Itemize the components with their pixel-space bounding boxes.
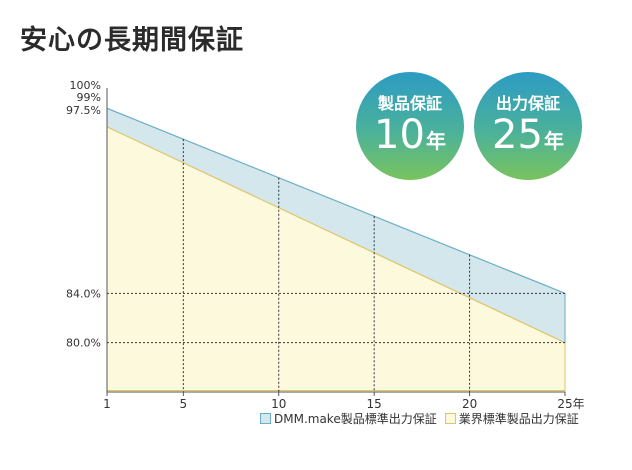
x-tick-label-20: 20: [462, 397, 477, 411]
x-tick-label-10: 10: [271, 397, 286, 411]
output-warranty-unit: 年: [543, 129, 564, 153]
y-tick-label-84: 84.0%: [66, 287, 101, 300]
product-warranty-value: 10: [374, 112, 425, 158]
y-tick-label-97-5: 97.5%: [66, 104, 101, 117]
output-warranty-badge: 出力保証 25年: [474, 72, 582, 180]
product-warranty-value-wrap: 10年: [356, 110, 464, 166]
x-tick-label-25: 25年: [557, 397, 584, 411]
output-warranty-value: 25: [492, 112, 543, 158]
series-line-industry: [106, 126, 566, 344]
legend-swatch-industry: [444, 413, 456, 424]
legend-label-dmm: DMM.make製品標準出力保証: [274, 412, 437, 426]
product-warranty-badge: 製品保証 10年: [356, 72, 464, 180]
x-tick-label-15: 15: [367, 397, 382, 411]
legend-item-dmm: DMM.make製品標準出力保証: [260, 410, 437, 427]
output-warranty-value-wrap: 25年: [474, 110, 582, 166]
legend-swatch-dmm: [260, 413, 271, 424]
product-warranty-label: 製品保証: [377, 94, 442, 113]
legend-label-industry: 業界標準製品出力保証: [458, 412, 579, 426]
x-tick-label-1: 1: [103, 397, 111, 411]
page-title: 安心の長期間保証: [20, 25, 244, 56]
y-tick-label-99: 99%: [77, 91, 101, 104]
y-tick-label-80: 80.0%: [66, 337, 101, 350]
y-tick-label-100: 100%: [70, 79, 101, 92]
chart-legend: DMM.make製品標準出力保証 業界標準製品出力保証: [260, 410, 579, 427]
x-tick-label-5: 5: [180, 397, 188, 411]
series-area-industry: [107, 126, 565, 392]
output-warranty-label: 出力保証: [495, 94, 560, 113]
legend-item-industry: 業界標準製品出力保証: [444, 410, 579, 427]
product-warranty-unit: 年: [425, 129, 446, 153]
